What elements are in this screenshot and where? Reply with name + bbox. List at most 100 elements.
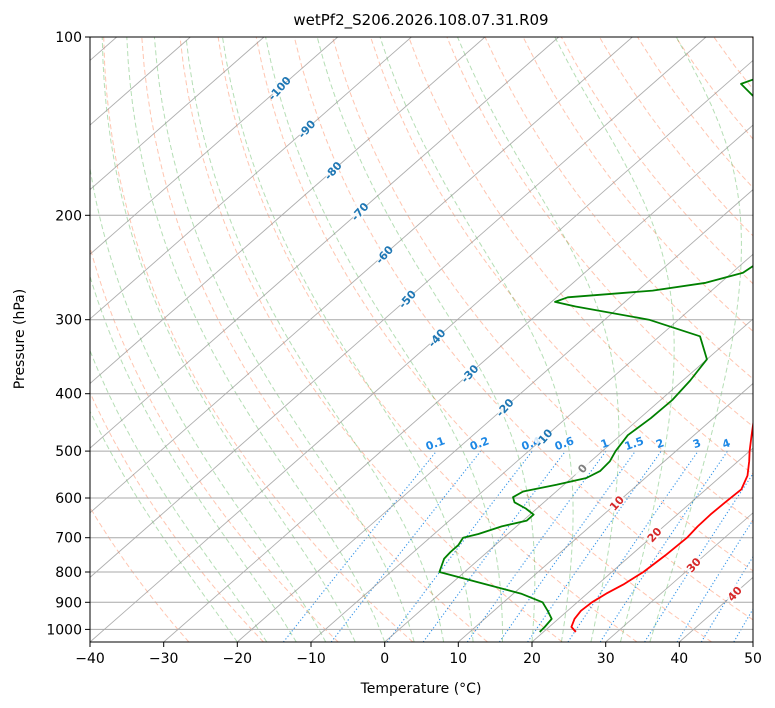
moist-adiabats — [90, 37, 742, 642]
isotherm-line — [605, 512, 753, 642]
mixing-ratio-line — [676, 518, 753, 642]
mixing-ratio-line — [422, 450, 566, 642]
y-axis-label: Pressure (hPa) — [12, 289, 28, 389]
x-tick-label: −20 — [223, 651, 253, 667]
isotherm-label-bg — [532, 426, 554, 448]
mixing-ratio-label: 0.1 — [424, 434, 447, 453]
isotherm-line — [90, 37, 265, 191]
isotherm-line — [310, 253, 753, 642]
y-axis: 100 200 300 400 500 600 700 800 900 1000 — [46, 30, 90, 638]
y-tick-label: 600 — [55, 491, 82, 507]
mixing-ratio-label: 3 — [691, 436, 703, 451]
moist-adiabat-line — [265, 37, 503, 642]
x-tick-label: 40 — [670, 651, 688, 667]
y-tick-label: 1000 — [46, 622, 82, 638]
isotherm-label-bg — [493, 396, 515, 418]
dry-adiabat-line — [484, 37, 753, 380]
isotherm-label-bg — [571, 457, 593, 479]
isotherm-label-bg — [295, 117, 317, 140]
isotherm-label-bg — [605, 491, 627, 514]
x-tick-label: −30 — [149, 651, 179, 667]
isotherm-line — [458, 382, 753, 642]
moist-adiabat-line — [90, 349, 268, 642]
y-tick-label: 900 — [55, 595, 82, 611]
moist-adiabat-line — [222, 37, 474, 642]
dry-adiabat-line — [408, 37, 753, 475]
mixing-ratio-line — [700, 555, 753, 642]
dry-adiabat-line — [293, 37, 753, 621]
isotherm-label-bg — [373, 243, 395, 265]
isotherm-line — [531, 447, 753, 642]
isotherm-label-bg — [682, 553, 704, 575]
isotherm-label-bg — [395, 287, 417, 310]
y-tick-label: 700 — [55, 531, 82, 547]
isotherm-label-bg — [268, 76, 290, 99]
mixing-ratio-line — [599, 450, 728, 642]
y-tick-label: 100 — [55, 30, 82, 46]
mixing-ratio-line — [466, 450, 607, 642]
moist-adiabat-line — [185, 37, 445, 642]
mixing-ratio-label: 1.5 — [623, 434, 646, 453]
dry-adiabat-line — [255, 37, 712, 642]
x-tick-label: −40 — [75, 651, 105, 667]
dry-adiabat-line — [103, 37, 414, 642]
dry-adiabat-line — [217, 37, 638, 642]
mixing-ratio-label: 1 — [599, 436, 611, 451]
isotherm-label-bg — [425, 326, 447, 348]
dry-adiabat-line — [332, 37, 753, 572]
x-tick-label: 0 — [380, 651, 389, 667]
moist-adiabat-line — [649, 37, 742, 642]
mixing-ratio-line — [567, 450, 699, 642]
x-tick-label: 30 — [597, 651, 615, 667]
moist-adiabat-line — [90, 410, 238, 642]
dry-adiabat-line — [90, 391, 264, 642]
isotherm-label-bg — [321, 159, 343, 181]
isotherm-line — [90, 37, 559, 449]
dry-adiabat-line — [560, 37, 753, 285]
isotherm-line — [90, 37, 707, 578]
dry-adiabat-line — [370, 37, 753, 523]
y-tick-label: 300 — [55, 313, 82, 329]
isotherm-line — [90, 37, 486, 385]
mixing-ratio-label: 4 — [720, 436, 732, 451]
isotherm-label-bg — [643, 523, 665, 545]
moist-adiabat-line — [90, 165, 327, 642]
dewpoint-line — [438, 78, 753, 633]
chart-title: wetPf2_S206.2026.108.07.31.R09 — [293, 11, 548, 30]
x-axis-label: Temperature (°C) — [360, 681, 482, 697]
dry-adiabats — [90, 37, 753, 642]
isotherm-line — [237, 189, 753, 642]
y-tick-label: 200 — [55, 208, 82, 224]
x-tick-label: 20 — [523, 651, 541, 667]
moist-adiabat-line — [457, 37, 620, 642]
x-tick-label: 10 — [449, 651, 467, 667]
isotherm-line — [90, 37, 412, 320]
mixing-ratio-line — [282, 450, 437, 642]
x-tick-label: −10 — [296, 651, 326, 667]
x-axis: −40 −30 −20 −10 0 10 20 30 40 50 — [75, 642, 762, 667]
plot-area: 0.10.20.40.611.52346810131620253036-100-… — [90, 37, 753, 642]
dry-adiabat-line — [141, 37, 488, 642]
moist-adiabat-line — [90, 274, 297, 642]
mixing-ratio-label: 0.6 — [553, 434, 576, 453]
dry-adiabat-line — [179, 37, 563, 642]
isotherm-line — [384, 318, 753, 642]
x-tick-label: 50 — [744, 651, 762, 667]
isotherm-line — [163, 124, 753, 642]
moist-adiabat-line — [101, 37, 356, 642]
plot-frame — [89, 36, 754, 643]
isotherm-line — [90, 37, 338, 255]
mixing-ratio-label: 0.2 — [468, 434, 491, 453]
moist-adiabat-line — [126, 37, 386, 642]
dry-adiabat-line — [90, 245, 339, 642]
y-tick-label: 400 — [55, 387, 82, 403]
isotherm-label-bg — [458, 362, 480, 384]
isotherm-line — [90, 37, 633, 514]
moist-adiabat-line — [554, 37, 675, 642]
mixing-ratio-line — [330, 450, 482, 642]
moist-adiabat-line — [379, 37, 574, 642]
y-tick-label: 500 — [55, 444, 82, 460]
isotherm-label-bg — [348, 200, 370, 222]
